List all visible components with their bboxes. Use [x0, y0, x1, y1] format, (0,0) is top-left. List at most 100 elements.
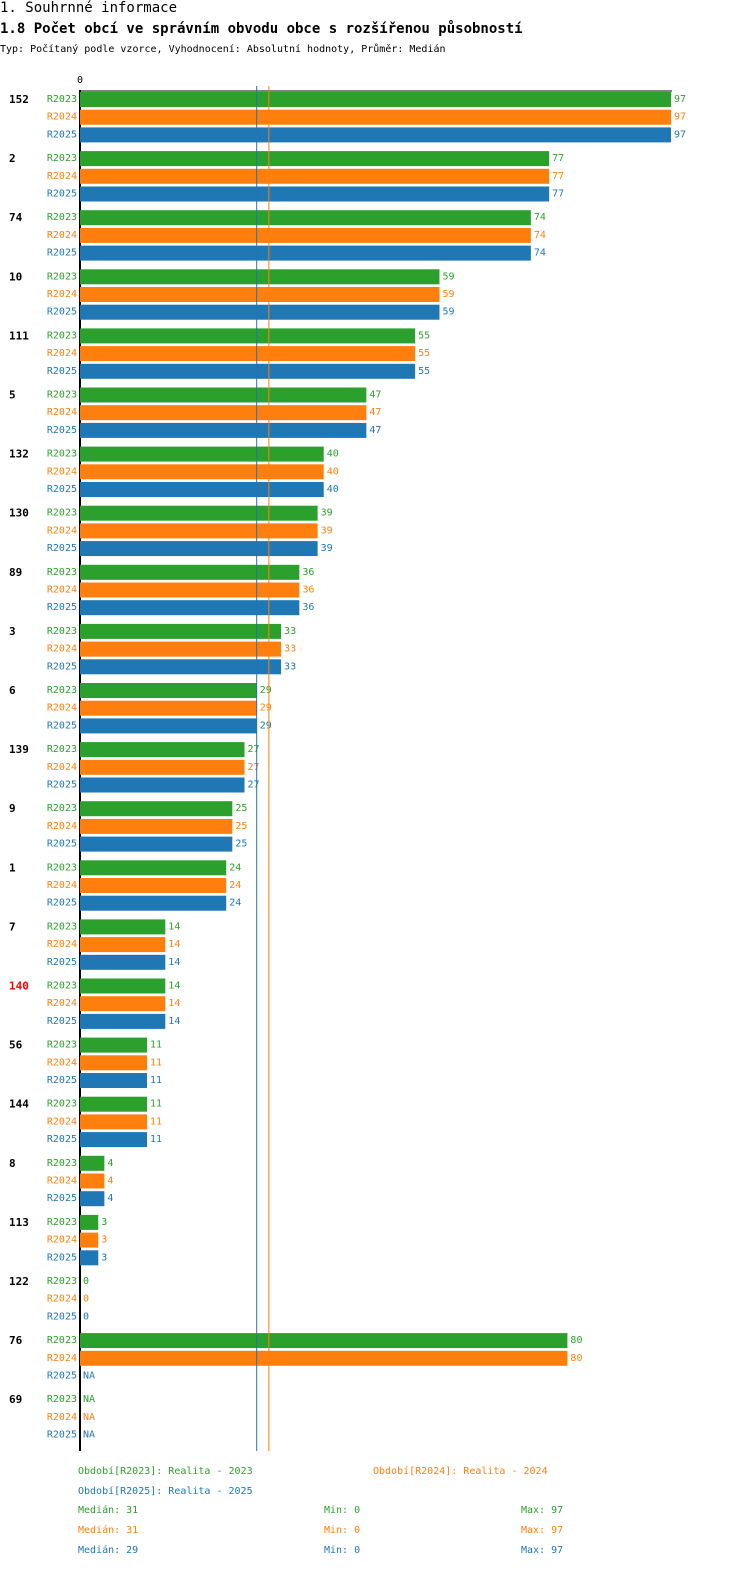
bar-r2024-2 [80, 168, 550, 184]
category-label: 152 [9, 93, 29, 106]
category-label: 5 [9, 389, 16, 402]
series-label-r2025: R2025 [47, 720, 77, 731]
bar-r2025-3 [80, 659, 282, 675]
bar-r2024-56 [80, 1055, 148, 1071]
category-label: 2 [9, 152, 16, 165]
series-label-r2024: R2024 [47, 762, 77, 773]
series-label-r2024: R2024 [47, 644, 77, 655]
data-label: 25 [235, 839, 247, 850]
bar-r2024-5 [80, 405, 367, 421]
series-label-r2025: R2025 [47, 1252, 77, 1263]
data-label: 24 [229, 862, 241, 873]
series-label-r2025: R2025 [47, 307, 77, 318]
data-label: 11 [150, 1057, 162, 1068]
data-label: 47 [369, 425, 381, 436]
data-label: 55 [418, 348, 430, 359]
data-label: 55 [418, 330, 430, 341]
data-label: 29 [260, 685, 272, 696]
series-label-r2025: R2025 [47, 1430, 77, 1441]
bar-r2024-140 [80, 996, 166, 1012]
bar-r2024-3 [80, 641, 282, 657]
bar-r2024-152 [80, 109, 671, 125]
data-label: 40 [327, 449, 339, 460]
data-label: 14 [168, 981, 180, 992]
data-label: 4 [107, 1176, 113, 1187]
bar-r2024-7 [80, 937, 166, 953]
category-label: 122 [9, 1275, 29, 1288]
stat-min-r2024: Min: 0 [324, 1525, 361, 1536]
data-label: 74 [534, 212, 546, 223]
series-label-r2023: R2023 [47, 626, 77, 637]
data-label: 0 [83, 1294, 89, 1305]
data-label: 77 [552, 153, 564, 164]
bar-r2024-113 [80, 1232, 99, 1248]
series-label-r2024: R2024 [47, 821, 77, 832]
data-label: 39 [321, 543, 333, 554]
series-label-r2024: R2024 [47, 939, 77, 950]
category-label: 1 [9, 861, 16, 874]
bar-r2025-132 [80, 482, 324, 497]
data-label: 3 [101, 1252, 107, 1263]
series-label-r2024: R2024 [47, 1412, 77, 1423]
bar-r2025-130 [80, 541, 318, 557]
series-label-r2023: R2023 [47, 390, 77, 401]
data-label-na: NA [83, 1394, 95, 1405]
series-label-r2024: R2024 [47, 112, 77, 123]
series-label-r2024: R2024 [47, 1353, 77, 1364]
data-label: 36 [302, 602, 314, 613]
data-label-na: NA [83, 1430, 95, 1441]
bar-r2024-76 [80, 1350, 568, 1366]
bar-r2023-2 [80, 151, 550, 167]
bar-r2025-1 [80, 895, 227, 911]
data-label: 36 [302, 567, 314, 578]
bar-r2024-74 [80, 227, 531, 243]
stat-max-r2025: Max: 97 [521, 1545, 564, 1556]
series-label-r2024: R2024 [47, 585, 77, 596]
bar-r2024-139 [80, 759, 245, 775]
section-heading: 1. Souhrnné informace [0, 0, 178, 16]
bar-r2024-6 [80, 700, 257, 716]
series-label-r2025: R2025 [47, 661, 77, 672]
stat-max-r2024: Max: 97 [521, 1525, 564, 1536]
category-label: 76 [9, 1334, 23, 1347]
bar-r2023-144 [80, 1096, 148, 1112]
series-label-r2023: R2023 [47, 567, 77, 578]
bar-r2023-132 [80, 446, 324, 462]
bar-r2023-140 [80, 978, 166, 994]
category-label: 89 [9, 566, 22, 579]
bar-r2025-74 [80, 245, 531, 261]
data-label: 27 [248, 744, 260, 755]
category-label: 144 [9, 1098, 29, 1111]
bar-r2025-7 [80, 954, 166, 970]
series-label-r2025: R2025 [47, 1193, 77, 1204]
data-label: 47 [369, 390, 381, 401]
series-label-r2025: R2025 [47, 366, 77, 377]
category-label: 139 [9, 743, 29, 756]
category-label: 7 [9, 920, 16, 933]
series-label-r2023: R2023 [47, 685, 77, 696]
series-label-r2023: R2023 [47, 330, 77, 341]
bar-r2023-1 [80, 860, 227, 876]
series-label-r2023: R2023 [47, 1276, 77, 1287]
series-label-r2025: R2025 [47, 484, 77, 495]
series-label-r2024: R2024 [47, 289, 77, 300]
category-label: 56 [9, 1039, 23, 1052]
data-label: 55 [418, 366, 430, 377]
data-label: 4 [107, 1158, 113, 1169]
series-label-r2023: R2023 [47, 449, 77, 460]
data-label: 24 [229, 880, 241, 891]
data-label: 80 [570, 1353, 582, 1364]
series-label-r2024: R2024 [47, 1176, 77, 1187]
data-label: 39 [321, 525, 333, 536]
series-label-r2023: R2023 [47, 744, 77, 755]
data-label: 11 [150, 1040, 162, 1051]
bar-r2024-8 [80, 1173, 105, 1189]
data-label: 40 [327, 484, 339, 495]
category-label: 111 [9, 329, 29, 342]
data-label: 14 [168, 939, 180, 950]
data-label: 14 [168, 1016, 180, 1027]
x-tick-label: 0 [77, 75, 83, 86]
data-label: 24 [229, 898, 241, 909]
category-label: 132 [9, 448, 29, 461]
data-label: 14 [168, 957, 180, 968]
